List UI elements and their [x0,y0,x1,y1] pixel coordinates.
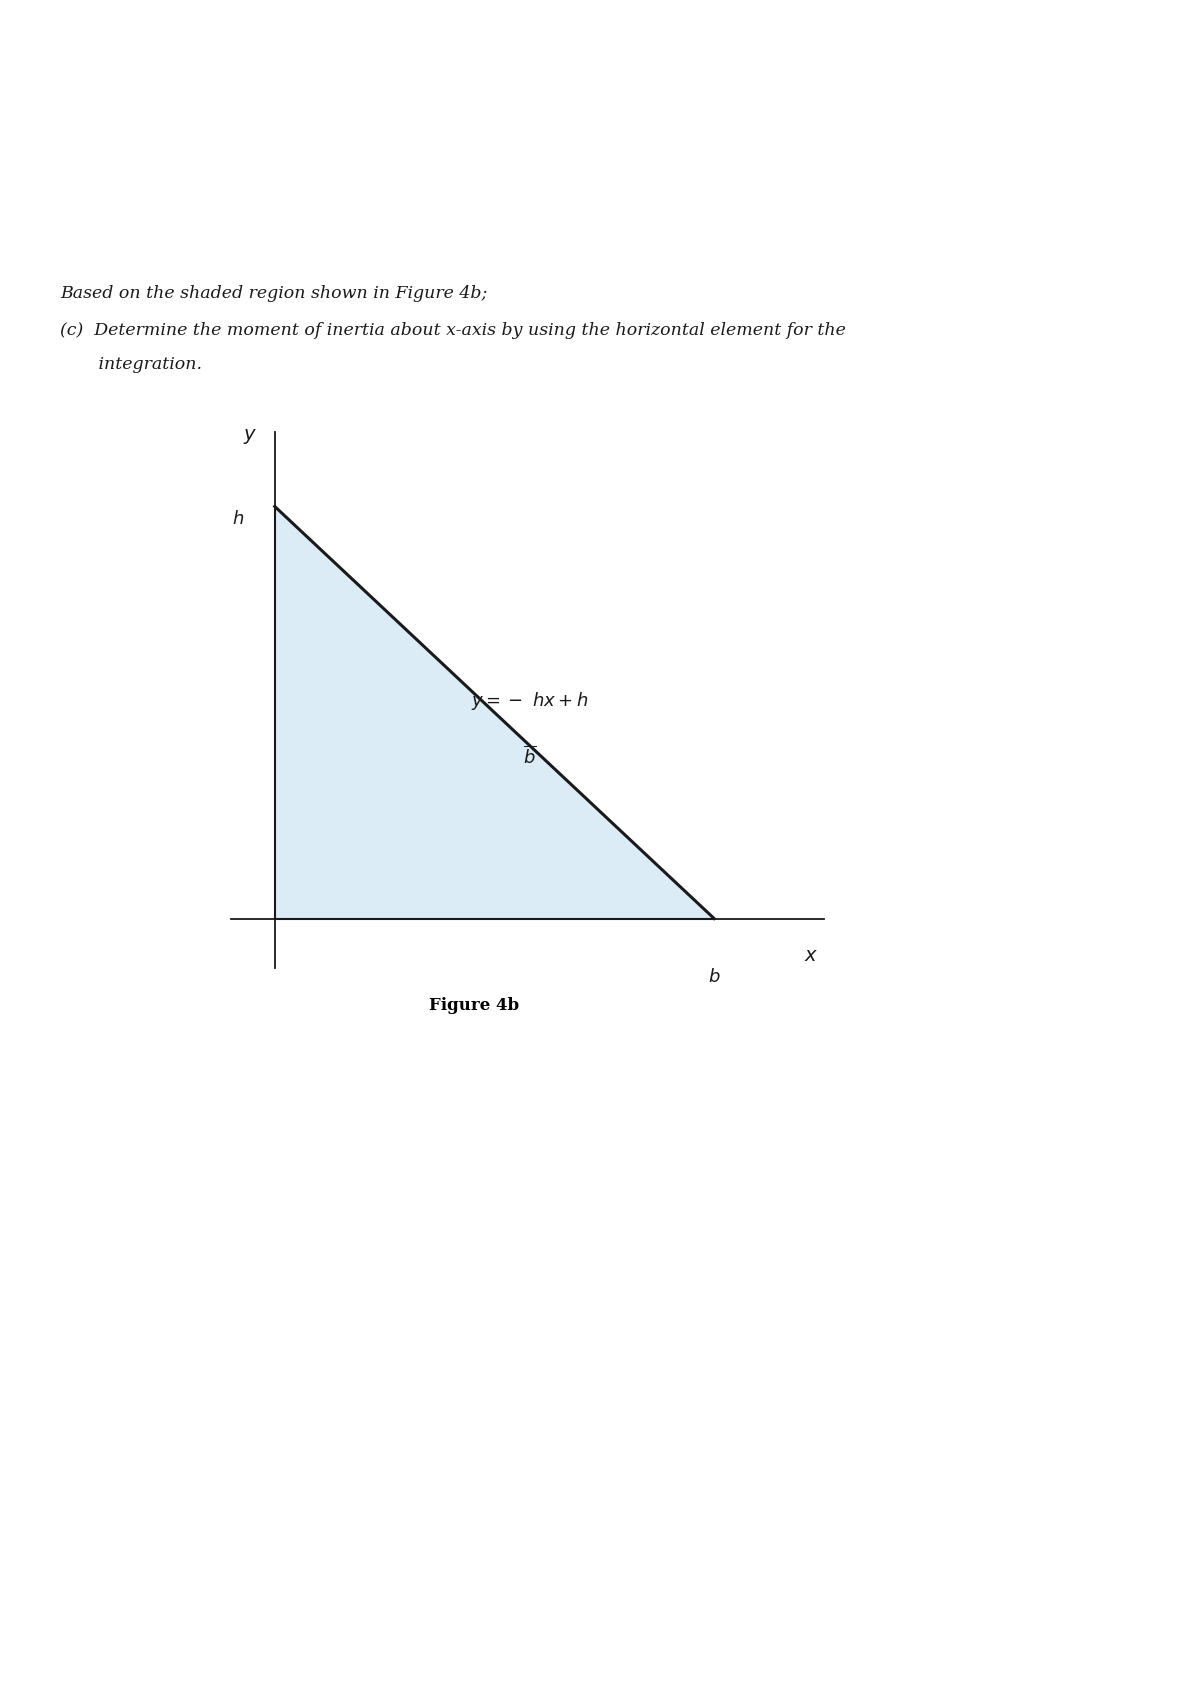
Text: integration.: integration. [60,356,202,373]
Text: Figure 4b: Figure 4b [428,996,520,1013]
Text: $y$: $y$ [244,428,258,446]
Text: $b$: $b$ [708,967,720,986]
Text: (c)  Determine the moment of inertia about x-axis by using the horizontal elemen: (c) Determine the moment of inertia abou… [60,322,846,339]
Text: Based on the shaded region shown in Figure 4b;: Based on the shaded region shown in Figu… [60,285,487,302]
Polygon shape [275,506,714,918]
Text: $x$: $x$ [804,947,818,964]
Text: $h$: $h$ [232,509,244,528]
Text: $\overline{b}$: $\overline{b}$ [523,745,536,767]
Text: $y = -\ hx + h$: $y = -\ hx + h$ [470,691,588,713]
